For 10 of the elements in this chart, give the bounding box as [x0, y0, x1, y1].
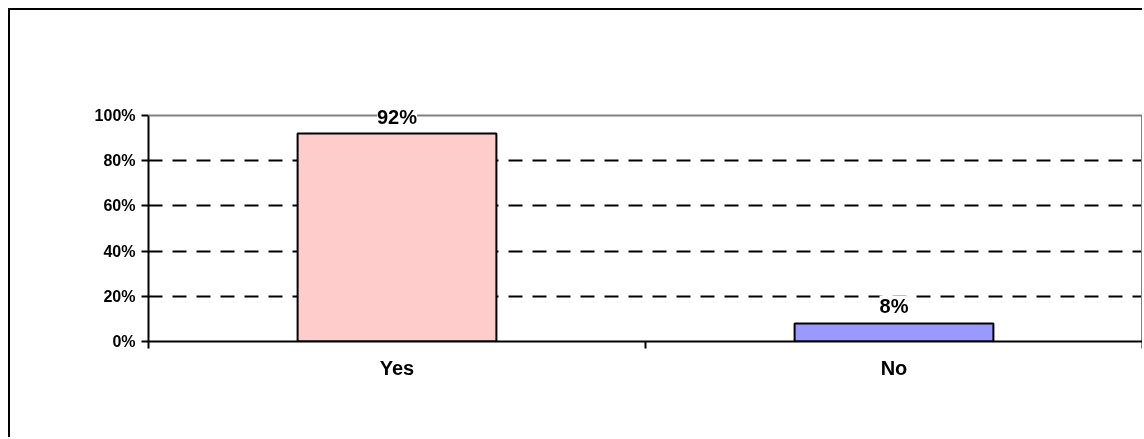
x-tick-label: Yes: [379, 356, 415, 379]
y-tick-label: 40%: [103, 242, 136, 260]
y-tick-label: 0%: [112, 333, 136, 350]
x-tick-label: No: [880, 356, 908, 379]
y-tick-label: 80%: [103, 152, 136, 170]
data-label: 92%: [376, 105, 418, 128]
data-label: 8%: [879, 295, 909, 318]
y-tick-label: 20%: [103, 287, 136, 305]
y-tick-label: 100%: [94, 107, 136, 124]
y-tick-label: 60%: [103, 197, 136, 215]
